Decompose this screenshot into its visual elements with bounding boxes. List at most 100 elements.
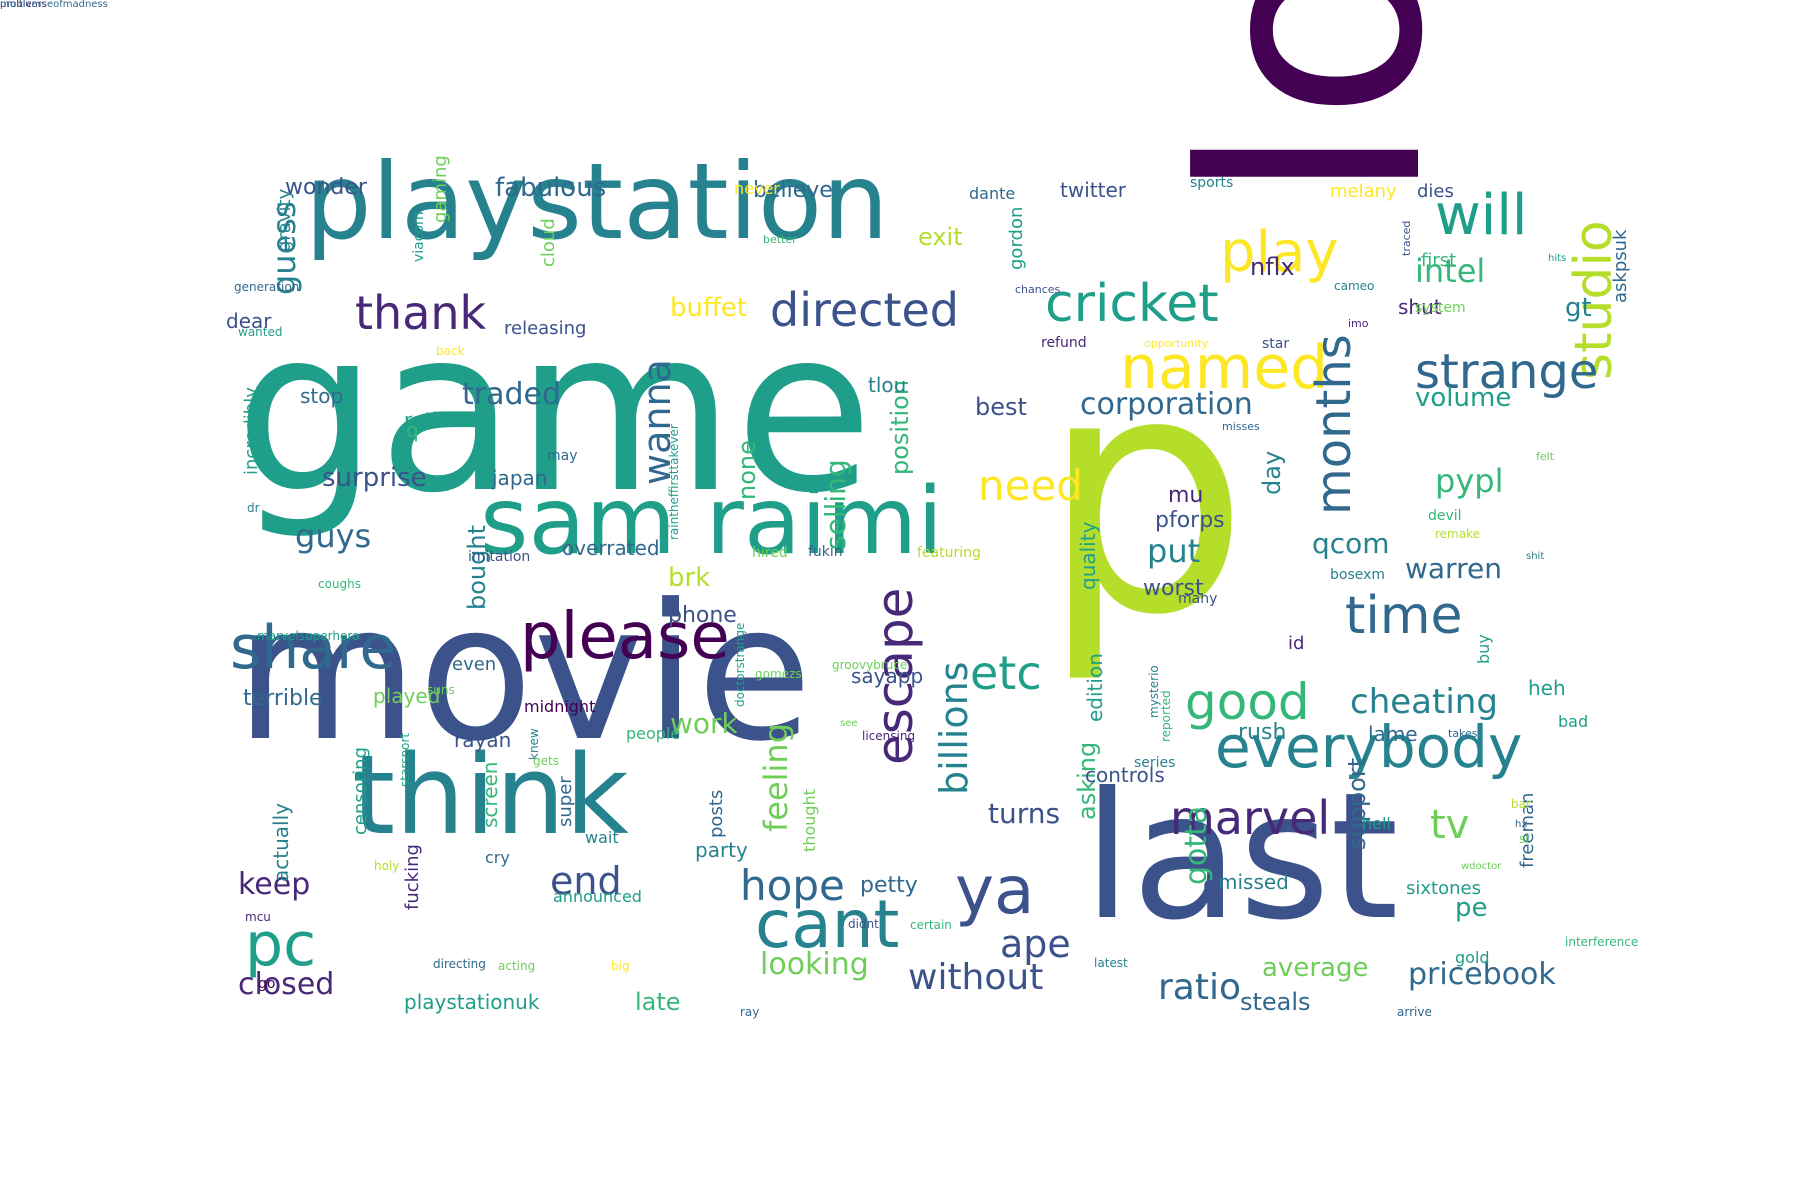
word-never: never bbox=[734, 179, 780, 198]
word-petty: petty bbox=[860, 873, 918, 898]
word-support: support bbox=[1343, 757, 1371, 850]
word-imo: imo bbox=[1348, 317, 1369, 330]
word-end: end bbox=[550, 859, 622, 903]
word-wdoctor: wdoctor bbox=[1461, 861, 1502, 872]
word-movie: movie bbox=[235, 564, 813, 783]
word-raintheffirsttakever: raintheffirsttakever bbox=[667, 424, 681, 540]
word-rather: rather bbox=[404, 408, 466, 432]
word-groovybruce: groovybruce bbox=[832, 658, 908, 672]
word-gordon: gordon bbox=[1006, 206, 1027, 270]
word-sayapp: sayapp bbox=[851, 664, 924, 688]
word-melany: melany bbox=[1330, 181, 1397, 202]
word-pricebook: pricebook bbox=[1408, 957, 1556, 992]
word-chances: chances bbox=[1015, 283, 1061, 296]
word-certain: certain bbox=[910, 918, 952, 932]
word-controls: controls bbox=[1085, 763, 1165, 787]
word-directing: directing bbox=[433, 957, 486, 971]
word-played: played bbox=[373, 684, 441, 708]
word-thought: thought bbox=[800, 789, 819, 852]
word-licensing: licensing bbox=[862, 729, 916, 743]
word-doctorstrange: doctorstrange bbox=[733, 622, 747, 707]
word-see: see bbox=[840, 718, 858, 729]
word-pc: pc bbox=[245, 910, 317, 980]
word-incredibly: incredibly bbox=[241, 387, 262, 475]
word-tv: tv bbox=[1430, 802, 1470, 848]
word-cameo: cameo bbox=[1334, 279, 1375, 293]
word-multiverseofmadness: multiverseofmadness bbox=[0, 0, 108, 10]
word-remake: remake bbox=[1435, 527, 1480, 541]
word-cloud: cloud bbox=[538, 218, 559, 267]
word-work: work bbox=[670, 707, 738, 740]
word-ratio: ratio bbox=[1158, 967, 1242, 1008]
word-time: time bbox=[1345, 586, 1463, 646]
word-starsport: starsport bbox=[398, 732, 412, 787]
word-sam-raimi: sam raimi bbox=[480, 467, 944, 575]
word-traced: traced bbox=[1400, 220, 1413, 256]
word-cheating: cheating bbox=[1350, 682, 1498, 722]
word-quality: quality bbox=[1076, 521, 1100, 590]
word-feeling: feeling bbox=[757, 722, 795, 832]
word-arrive: arrive bbox=[1397, 1005, 1432, 1019]
word-warren: warren bbox=[1405, 552, 1502, 585]
word-p: p bbox=[1040, 303, 1250, 687]
word-super: super bbox=[555, 776, 576, 827]
word-series: series bbox=[1134, 755, 1176, 771]
word-midnight: midnight bbox=[524, 697, 596, 716]
word-better: better bbox=[763, 233, 797, 246]
word-guys: guys bbox=[295, 517, 372, 555]
word-cant: cant bbox=[755, 886, 900, 963]
word-brk: brk bbox=[668, 563, 711, 593]
word-big: big bbox=[611, 959, 630, 973]
word-q: q bbox=[406, 418, 419, 442]
word-turns: turns bbox=[988, 797, 1061, 830]
word-day: day bbox=[1258, 450, 1286, 495]
word-japan: japan bbox=[492, 466, 548, 490]
word-buffet: buffet bbox=[670, 293, 748, 323]
word-takes: takes bbox=[1448, 727, 1478, 740]
word-fabulous: fabulous bbox=[495, 173, 607, 203]
word-traded: traded bbox=[462, 377, 562, 412]
word-bar: bar bbox=[1511, 797, 1531, 811]
word-gold: gold bbox=[1455, 948, 1490, 967]
word-actually: actually bbox=[269, 803, 293, 882]
word-last: last bbox=[1083, 756, 1399, 959]
word-id: id bbox=[1288, 633, 1305, 654]
word-rush: rush bbox=[1238, 720, 1287, 745]
word-problems: problems bbox=[0, 0, 47, 10]
word-good: good bbox=[1185, 673, 1310, 731]
word-may: may bbox=[547, 448, 578, 464]
word-billions: billions bbox=[932, 661, 976, 795]
word-dies: dies bbox=[1417, 181, 1454, 202]
word-st: st bbox=[1519, 832, 1530, 846]
word-sports: sports bbox=[1190, 175, 1234, 191]
word-sixtones: sixtones bbox=[1406, 878, 1481, 899]
word-posts: posts bbox=[706, 789, 727, 838]
word-strange: strange bbox=[1415, 344, 1599, 400]
word-rayan: rayan bbox=[454, 728, 512, 752]
word-people: people bbox=[626, 724, 681, 743]
word-selling: selling bbox=[819, 459, 852, 550]
word-wanted: wanted bbox=[238, 325, 283, 339]
word-pypl: pypl bbox=[1435, 462, 1504, 500]
word-keep: keep bbox=[238, 867, 311, 902]
word-shit: shit bbox=[1526, 551, 1545, 562]
word-average: average bbox=[1262, 953, 1369, 983]
word-overrated: overrated bbox=[562, 536, 660, 560]
word-dante: dante bbox=[969, 184, 1016, 203]
word-ape: ape bbox=[1000, 922, 1071, 966]
word-everybody: everybody bbox=[1215, 713, 1523, 781]
word-even: even bbox=[452, 654, 497, 675]
word-bosexm: bosexm bbox=[1330, 567, 1386, 583]
word-bought: bought bbox=[463, 525, 491, 610]
word-gravity: gravity bbox=[274, 188, 295, 252]
word-late: late bbox=[635, 988, 681, 1016]
word-askpsuk: askpsuk bbox=[1610, 229, 1631, 303]
word-twitter: twitter bbox=[1060, 178, 1126, 202]
word-buy: buy bbox=[1474, 634, 1493, 664]
word-go: go bbox=[258, 976, 276, 992]
word-none: none bbox=[733, 440, 761, 500]
word-edition: edition bbox=[1083, 653, 1107, 722]
word-play: play bbox=[1220, 220, 1339, 285]
word-latest: latest bbox=[1094, 956, 1128, 970]
word-cry: cry bbox=[485, 848, 510, 867]
